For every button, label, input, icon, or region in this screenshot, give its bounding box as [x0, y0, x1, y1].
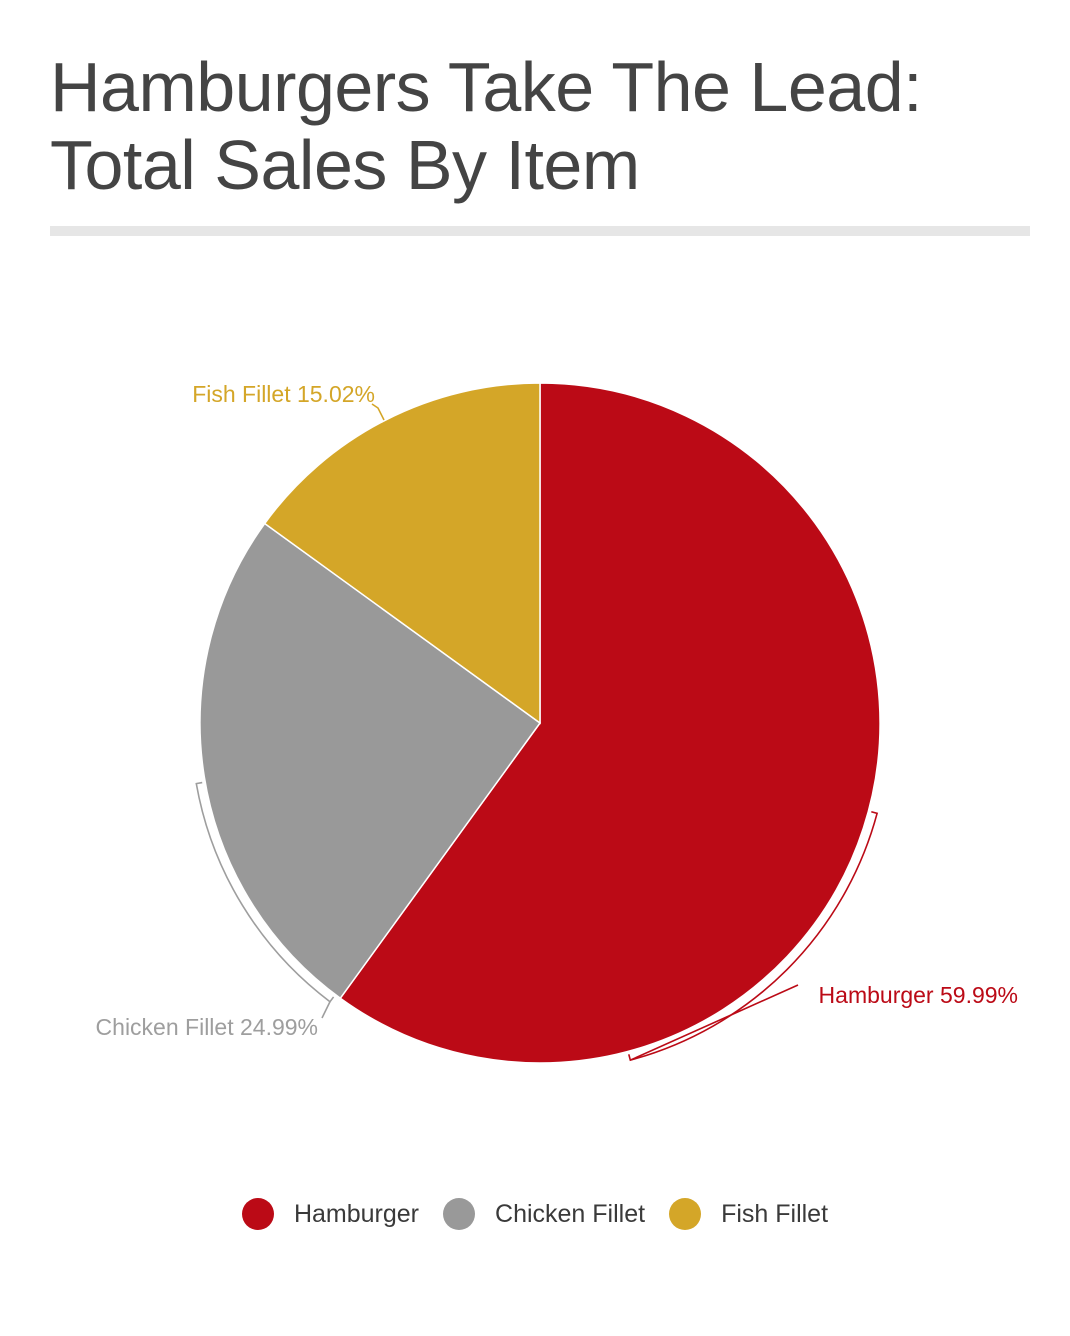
- legend-item-hamburger[interactable]: Hamburger: [241, 1198, 420, 1230]
- legend-item-chicken-fillet[interactable]: Chicken Fillet: [443, 1198, 645, 1230]
- pie-slice-fish-fillet[interactable]: [263, 382, 541, 725]
- callout-leader-hamburger: [630, 984, 799, 1061]
- legend-swatch-fish-fillet: [669, 1198, 702, 1230]
- pie-slice-chicken-fillet[interactable]: [199, 522, 542, 1000]
- title-divider: [50, 226, 1030, 236]
- callout-leader-fish-fillet: [371, 403, 385, 421]
- legend-label-chicken-fillet: Chicken Fillet: [495, 1199, 646, 1228]
- legend-label-fish-fillet: Fish Fillet: [721, 1199, 829, 1228]
- legend-swatch-chicken-fillet: [443, 1198, 476, 1230]
- legend-label-hamburger: Hamburger: [293, 1199, 420, 1228]
- pie-data-labels: Hamburger 59.99% Chicken Fillet 24.99% Fis…: [96, 381, 1018, 1040]
- data-label-chicken-fillet: Chicken Fillet 24.99%: [96, 1014, 318, 1040]
- chart-title-line-1: Hamburgers Take The Lead:: [50, 48, 923, 126]
- callout-bracket-chicken-fillet: [195, 781, 335, 1003]
- pie-callouts: [195, 403, 879, 1062]
- callout-leader-chicken-fillet: [321, 1001, 331, 1019]
- legend-swatch-hamburger: [241, 1198, 274, 1230]
- pie-slice-hamburger[interactable]: [339, 382, 881, 1064]
- chart-title: Hamburgers Take The Lead: Total Sales By…: [50, 48, 1030, 204]
- data-label-fish-fillet: Fish Fillet 15.02%: [192, 381, 375, 407]
- data-label-hamburger: Hamburger 59.99%: [819, 982, 1018, 1008]
- legend: Hamburger Chicken Fillet Fish Fillet: [0, 1198, 1070, 1230]
- callout-bracket-hamburger: [628, 811, 879, 1062]
- legend-item-fish-fillet[interactable]: Fish Fillet: [669, 1198, 828, 1230]
- pie-slices: [199, 382, 881, 1064]
- chart-title-line-2: Total Sales By Item: [50, 126, 640, 204]
